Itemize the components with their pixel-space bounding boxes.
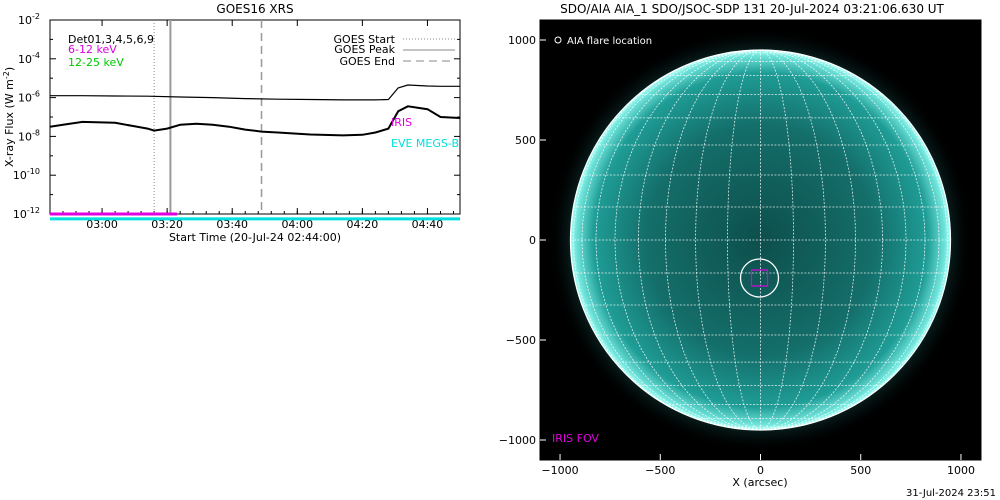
iris-annotation: IRIS	[391, 116, 412, 129]
goes-xrs-chart: GOES16 XRS 10-12 10-10 10-8 10-6 10-4 10-2 03…	[2, 2, 461, 244]
goes-series	[49, 84, 461, 137]
aia-x-tick-label: 500	[850, 464, 871, 477]
grid-longitude-line	[595, 49, 761, 431]
goes-x-axis-label: Start Time (20-Jul-24 02:44:00)	[169, 231, 341, 244]
eve-megs-b-annotation: EVE MEGS-B	[391, 137, 459, 150]
aia-legend-flare-location: AIA flare location	[567, 36, 652, 47]
legend-goes-end: GOES End	[339, 55, 395, 68]
grid-longitude-line	[727, 49, 761, 431]
grid-longitude-line	[760, 49, 940, 431]
aia-x-tick-label: −500	[645, 464, 675, 477]
goes-coverage-bars	[50, 212, 460, 221]
solar-limb	[569, 49, 952, 431]
goes-x-ticks: 03:00 03:20 03:40 04:00 04:20 04:40	[49, 20, 454, 231]
goes-chart-title: GOES16 XRS	[216, 2, 293, 16]
grid-longitude-line	[695, 49, 761, 431]
aia-y-tick-label: −1000	[499, 434, 536, 447]
grid-longitude-line	[614, 49, 761, 431]
goes-event-lines	[153, 20, 263, 214]
iris-fov-box	[750, 269, 769, 287]
grid-longitude-line	[760, 49, 884, 431]
goes-y-tick-label: 10-6	[18, 90, 40, 105]
goes-x-tick-label: 03:00	[86, 218, 118, 231]
aia-y-tick-label: 500	[515, 134, 536, 147]
grid-longitude-line	[760, 49, 794, 431]
aia-x-tick-label: 1000	[947, 464, 975, 477]
goes-x-tick-label: 04:20	[347, 218, 379, 231]
aia-x-tick-label: −1000	[541, 464, 578, 477]
goes-series-line	[49, 105, 461, 137]
goes-y-tick-label: 10-12	[13, 206, 40, 221]
legend-goes-start: GOES Start	[334, 33, 396, 46]
goes-y-tick-label: 10-4	[18, 51, 40, 66]
goes-y-axis-label: X-ray Flux (W m-2)	[2, 67, 16, 167]
goes-y-tick-label: 10-2	[18, 12, 40, 27]
aia-y-tick-label: 0	[529, 234, 536, 247]
aia-x-axis-label: X (arcsec)	[732, 476, 787, 489]
aia-x-ticks: −1000 −500 0 500 1000	[541, 454, 975, 477]
footer-timestamp: 31-Jul-2024 23:51	[906, 488, 996, 499]
legend-detectors: Det01,3,4,5,6,9	[68, 33, 154, 46]
goes-y-tick-label: 10-10	[13, 167, 40, 182]
legend-goes-peak: GOES Peak	[334, 43, 395, 56]
grid-longitude-line	[760, 49, 949, 431]
grid-longitude-line	[760, 49, 907, 431]
iris-fov-label: IRIS FOV	[552, 432, 599, 445]
goes-y-tick-label: 10-8	[18, 128, 40, 143]
aia-y-tick-label: 1000	[508, 34, 536, 47]
aia-flare-location-marker	[739, 258, 780, 298]
grid-longitude-line	[760, 49, 926, 431]
grid-longitude-line	[581, 49, 761, 431]
aia-y-tick-label: −500	[506, 334, 536, 347]
goes-x-tick-label: 04:00	[281, 218, 313, 231]
aia-image-panel: SDO/AIA AIA_1 SDO/JSOC-SDP 131 20-Jul-20…	[499, 2, 982, 489]
legend-12-25-kev: 12-25 keV	[68, 56, 124, 69]
heliographic-grid	[569, 49, 952, 431]
aia-title: SDO/AIA AIA_1 SDO/JSOC-SDP 131 20-Jul-20…	[560, 2, 944, 16]
legend-6-12-kev: 6-12 keV	[68, 43, 117, 56]
goes-x-tick-label: 03:40	[216, 218, 248, 231]
aia-y-ticks: 1000 500 0 −500 −1000	[499, 34, 546, 447]
grid-longitude-line	[760, 49, 826, 431]
goes-x-tick-label: 03:20	[151, 218, 183, 231]
aia-x-tick-label: 0	[757, 464, 764, 477]
aia-legend-circle-icon	[554, 36, 562, 44]
grid-longitude-line	[637, 49, 761, 431]
goes-x-tick-label: 04:40	[412, 218, 444, 231]
goes-series-line	[50, 84, 460, 101]
grid-longitude-line	[572, 49, 761, 431]
goes-y-ticks: 10-12 10-10 10-8 10-6 10-4 10-2	[13, 12, 460, 221]
